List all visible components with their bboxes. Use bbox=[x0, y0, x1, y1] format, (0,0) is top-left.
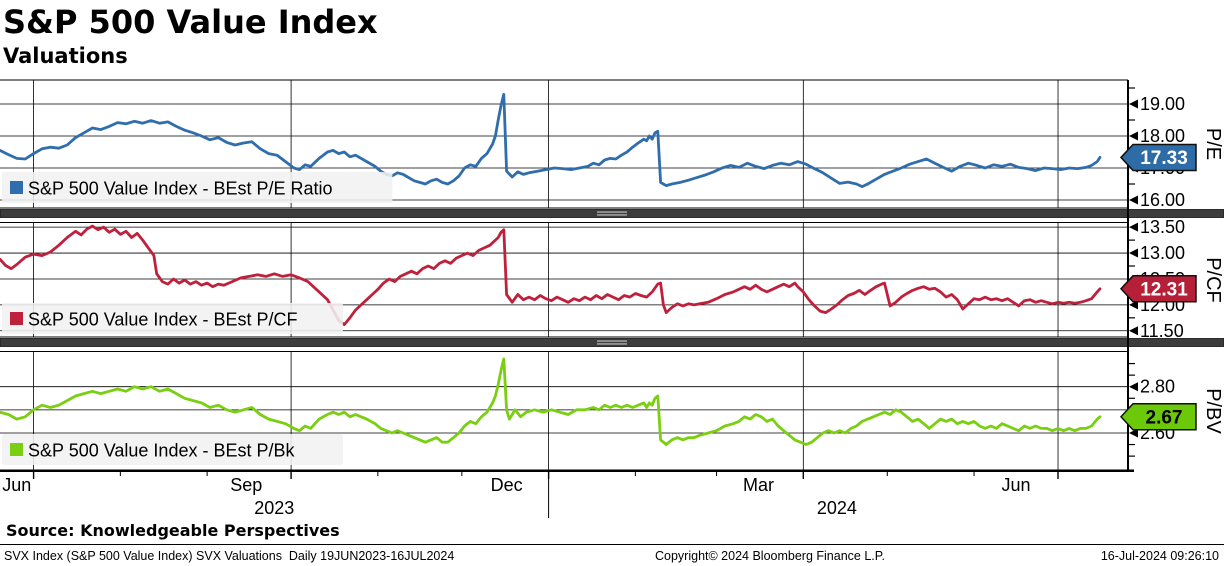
y-axis-tick-label: 2.80 bbox=[1140, 377, 1175, 397]
panel-divider[interactable] bbox=[0, 338, 1224, 347]
y-axis-title: P/CF bbox=[1202, 257, 1224, 303]
x-axis-line bbox=[0, 469, 1134, 472]
last-value-badge-label: 2.67 bbox=[1146, 407, 1183, 428]
legend-box[interactable] bbox=[2, 172, 393, 203]
series-line-pe[interactable] bbox=[0, 93, 1102, 189]
page-subtitle: Valuations bbox=[3, 44, 128, 68]
x-axis-year-label: 2024 bbox=[817, 498, 857, 518]
y-axis-tick-arrow bbox=[1129, 131, 1138, 141]
series-line-pcf[interactable] bbox=[0, 224, 1102, 327]
x-axis-month-label: Mar bbox=[743, 475, 774, 495]
y-axis-tick-arrow bbox=[1129, 382, 1138, 392]
last-value-badge-label: 17.33 bbox=[1140, 148, 1188, 169]
legend-box[interactable] bbox=[2, 303, 343, 334]
y-axis-tick-arrow bbox=[1129, 195, 1138, 205]
legend-label: S&P 500 Value Index - BEst P/CF bbox=[28, 310, 297, 330]
y-axis-tick-label: 18.00 bbox=[1140, 126, 1185, 146]
y-axis-title: P/E bbox=[1202, 128, 1224, 160]
y-axis-tick-arrow bbox=[1129, 428, 1138, 438]
source-line: Source: Knowledgeable Perspectives bbox=[6, 521, 340, 540]
x-axis-month-label: Jun bbox=[1002, 475, 1031, 495]
legend-swatch bbox=[10, 312, 23, 325]
bottom-status-bar: SVX Index (S&P 500 Value Index) SVX Valu… bbox=[0, 544, 1224, 566]
legend-label: S&P 500 Value Index - BEst P/Bk bbox=[28, 441, 295, 461]
x-axis-month-label: Sep bbox=[230, 475, 262, 495]
y-axis-tick-arrow bbox=[1129, 222, 1138, 232]
y-axis-tick-label: 13.50 bbox=[1140, 217, 1185, 237]
legend-label: S&P 500 Value Index - BEst P/E Ratio bbox=[28, 179, 333, 199]
legend-box[interactable] bbox=[2, 434, 343, 465]
security-description: SVX Index (S&P 500 Value Index) SVX Valu… bbox=[4, 549, 455, 563]
y-axis-title: P/BV bbox=[1202, 388, 1224, 434]
last-value-badge bbox=[1119, 143, 1197, 172]
legend-swatch bbox=[10, 443, 23, 456]
last-value-badge-label: 12.31 bbox=[1140, 279, 1188, 300]
y-axis-tick-arrow bbox=[1129, 300, 1138, 310]
y-axis-tick-arrow bbox=[1129, 248, 1138, 258]
copyright-notice: Copyright© 2024 Bloomberg Finance L.P. bbox=[655, 549, 885, 563]
page-title: S&P 500 Value Index bbox=[3, 3, 378, 41]
y-axis-line bbox=[1127, 80, 1129, 471]
y-axis-tick-label: 19.00 bbox=[1140, 94, 1185, 114]
panel-divider[interactable] bbox=[0, 209, 1224, 218]
timestamp: 16-Jul-2024 09:26:10 bbox=[1100, 549, 1219, 563]
y-axis-tick-arrow bbox=[1129, 99, 1138, 109]
last-value-badge bbox=[1119, 275, 1197, 303]
y-axis-tick-label: 16.00 bbox=[1140, 190, 1185, 210]
x-axis-year-label: 2023 bbox=[254, 498, 294, 518]
y-axis-tick-label: 13.00 bbox=[1140, 243, 1185, 263]
x-axis-month-label: Dec bbox=[491, 475, 523, 495]
y-axis-tick-label: 11.50 bbox=[1140, 321, 1184, 341]
series-line-pbv[interactable] bbox=[0, 357, 1102, 446]
last-value-badge bbox=[1119, 403, 1197, 431]
x-axis-month-label: Jun bbox=[2, 475, 31, 495]
y-axis-tick-arrow bbox=[1129, 326, 1138, 336]
legend-swatch bbox=[10, 181, 23, 194]
